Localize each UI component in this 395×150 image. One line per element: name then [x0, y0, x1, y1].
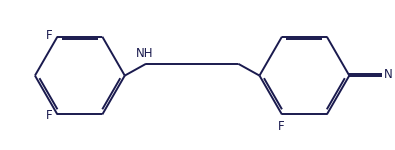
Text: F: F	[46, 109, 53, 122]
Text: N: N	[384, 68, 393, 81]
Text: F: F	[277, 120, 284, 133]
Text: F: F	[46, 29, 53, 42]
Text: NH: NH	[136, 47, 154, 60]
